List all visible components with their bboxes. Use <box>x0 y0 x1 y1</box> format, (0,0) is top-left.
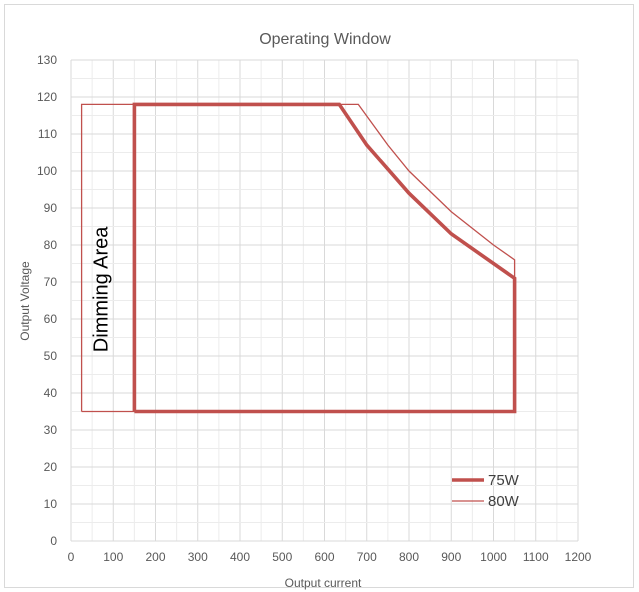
x-tick-label: 1200 <box>565 550 592 564</box>
legend-label-75w: 75W <box>488 472 520 489</box>
y-tick-label: 130 <box>37 53 57 67</box>
y-tick-label: 80 <box>44 238 58 252</box>
y-tick-label: 50 <box>44 349 58 363</box>
y-tick-label: 20 <box>44 460 58 474</box>
series-lines <box>80 102 517 414</box>
chart-frame <box>4 4 634 588</box>
x-tick-label: 800 <box>399 550 419 564</box>
x-tick-label: 900 <box>441 550 461 564</box>
legend: 75W 80W <box>452 472 520 510</box>
dimming-area-label: Dimming Area <box>91 226 113 352</box>
y-tick-label: 10 <box>44 497 58 511</box>
x-axis-label: Output current <box>285 576 362 590</box>
x-tick-label: 0 <box>68 550 75 564</box>
y-tick-label: 90 <box>44 201 58 215</box>
x-tick-label: 300 <box>188 550 208 564</box>
x-tick-label: 700 <box>357 550 377 564</box>
series-line-80w <box>134 103 516 412</box>
x-tick-label: 400 <box>230 550 250 564</box>
x-tick-label: 100 <box>103 550 123 564</box>
x-tick-label: 500 <box>272 550 292 564</box>
y-tick-label: 110 <box>38 127 57 141</box>
y-tick-label: 70 <box>44 275 58 289</box>
legend-label-80w: 80W <box>488 493 520 510</box>
x-tick-label: 200 <box>145 550 165 564</box>
chart-title: Operating Window <box>259 31 391 48</box>
y-tick-label: 100 <box>37 164 57 178</box>
x-tick-label: 600 <box>314 550 334 564</box>
y-tick-label: 40 <box>44 386 58 400</box>
x-tick-labels: 0 100 200 300 400 500 600 700 800 900 1000 1100 1200 <box>68 550 592 564</box>
x-tick-label: 1000 <box>480 550 507 564</box>
y-tick-labels: 0 10 20 30 40 50 60 70 80 90 100 110 120 130 <box>37 53 57 548</box>
y-tick-label: 0 <box>50 534 57 548</box>
x-tick-label: 1100 <box>523 550 549 564</box>
y-tick-label: 120 <box>37 90 57 104</box>
y-axis-label: Output Voltage <box>18 261 32 341</box>
series-line-75w <box>132 102 517 414</box>
grid <box>70 59 579 542</box>
y-tick-label: 30 <box>44 423 58 437</box>
y-tick-label: 60 <box>44 312 58 326</box>
